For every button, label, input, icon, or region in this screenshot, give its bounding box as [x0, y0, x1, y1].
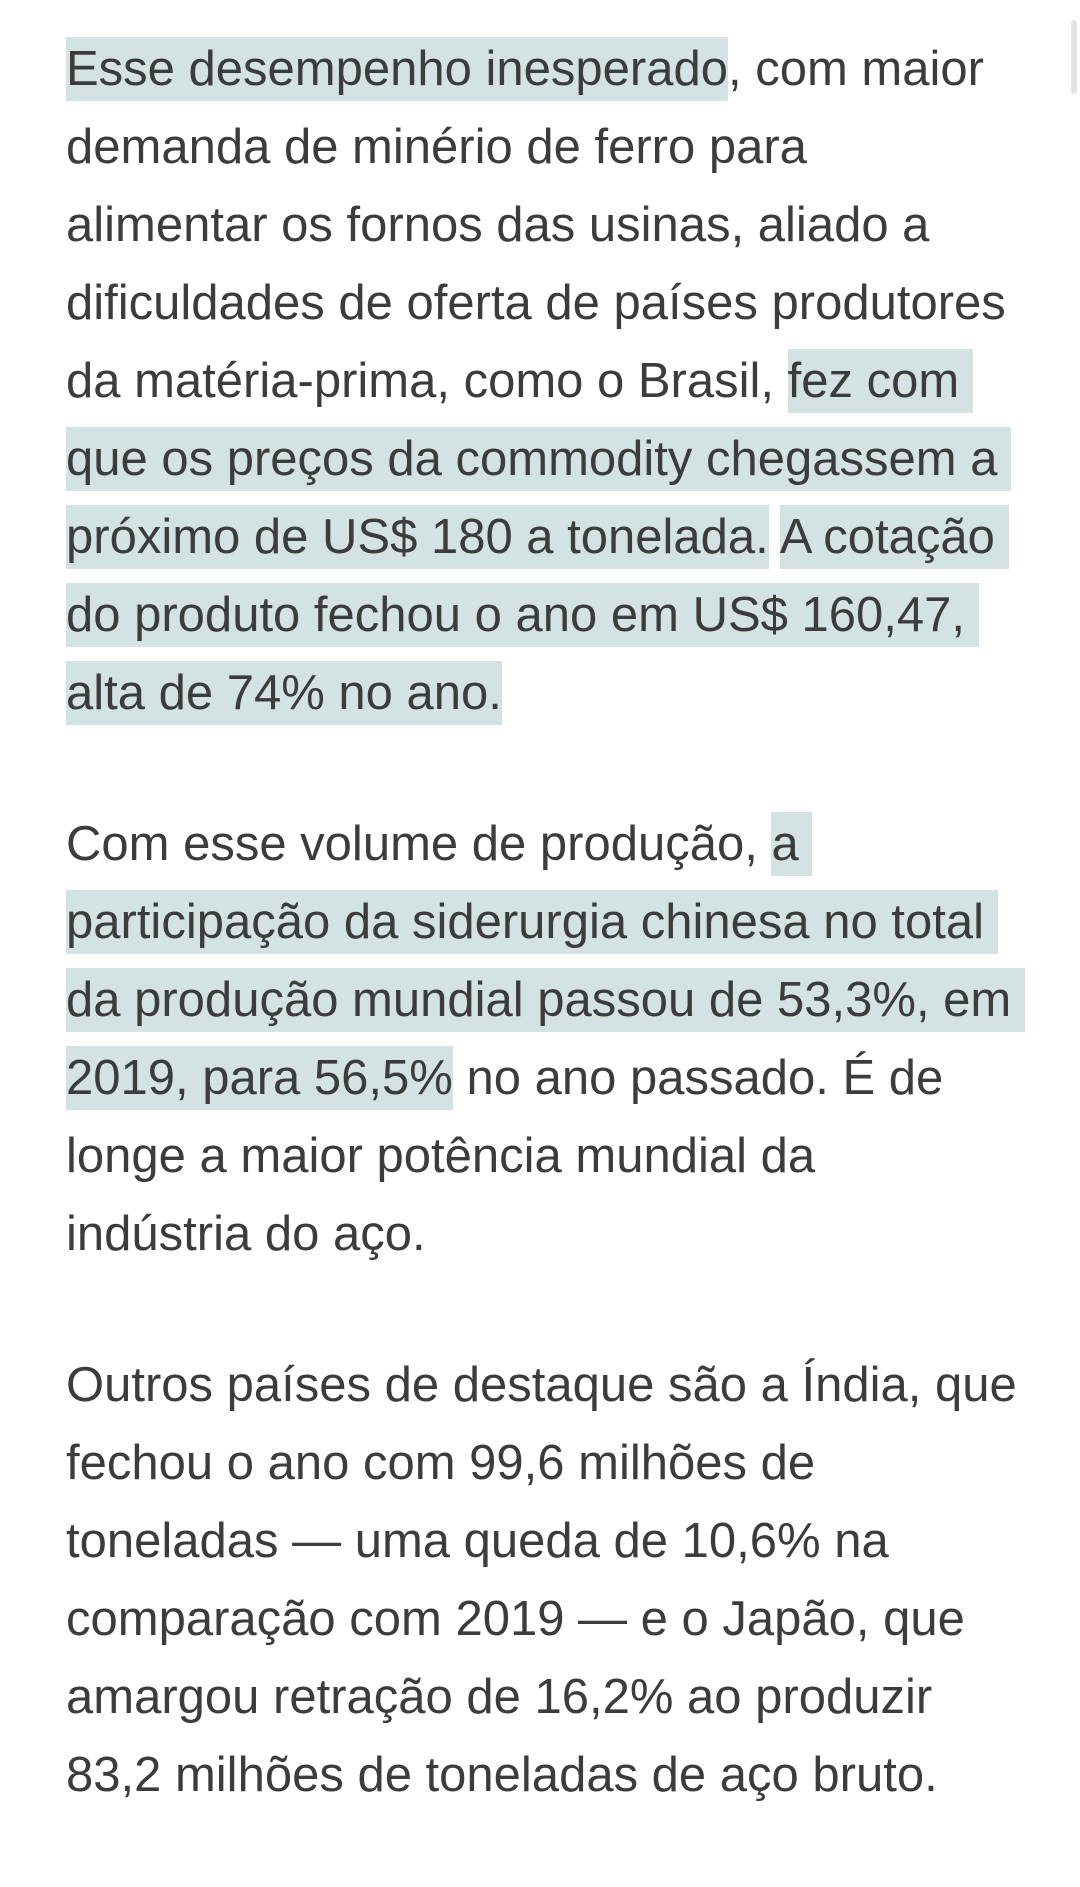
text-segment: no ano passado. É de	[452, 1051, 944, 1105]
text-segment	[769, 510, 780, 564]
text-segment: amargou retração de 16,2% ao produzir	[66, 1670, 933, 1724]
text-line: que os preços da commodity chegassem a	[66, 420, 1046, 498]
highlighted-text-segment: alta de 74% no ano.	[66, 661, 502, 725]
highlighted-text-segment: a	[771, 812, 813, 876]
text-line: dificuldades de oferta de países produto…	[66, 264, 1046, 342]
text-line: do produto fechou o ano em US$ 160,47,	[66, 576, 1046, 654]
text-line: 2019, para 56,5% no ano passado. É de	[66, 1039, 1046, 1117]
text-segment: longe a maior potência mundial da	[66, 1129, 816, 1183]
text-segment: fechou o ano com 99,6 milhões de	[66, 1436, 816, 1490]
highlighted-text-segment: Esse desempenho inesperado	[66, 37, 728, 101]
highlighted-text-segment: 2019, para 56,5%	[66, 1046, 453, 1110]
highlighted-text-segment: que os preços da commodity chegassem a	[66, 427, 1012, 491]
text-line: participação da siderurgia chinesa no to…	[66, 883, 1046, 961]
highlighted-text-segment: próximo de US$ 180 a tonelada.	[66, 505, 769, 569]
text-segment: 83,2 milhões de toneladas de aço bruto.	[66, 1748, 938, 1802]
paragraph-1: Esse desempenho inesperado, com maior dem…	[66, 30, 1046, 732]
text-line: fechou o ano com 99,6 milhões de	[66, 1424, 1046, 1502]
highlighted-text-segment: fez com	[787, 349, 973, 413]
text-segment: Outros países de destaque são a Índia, q…	[66, 1358, 1017, 1412]
text-segment: alimentar os fornos das usinas, aliado a	[66, 198, 930, 252]
text-line: próximo de US$ 180 a tonelada. A cotação	[66, 498, 1046, 576]
text-line: Com esse volume de produção, a	[66, 805, 1046, 883]
text-line: alta de 74% no ano.	[66, 654, 1046, 732]
highlighted-text-segment: da produção mundial passou de 53,3%, em	[66, 968, 1025, 1032]
text-line: da matéria-prima, como o Brasil, fez com	[66, 342, 1046, 420]
article-body: Esse desempenho inesperado, com maior dem…	[66, 30, 1046, 1887]
text-line: demanda de minério de ferro para	[66, 108, 1046, 186]
text-segment: dificuldades de oferta de países produto…	[66, 276, 1006, 330]
scrollbar-thumb[interactable]	[1071, 20, 1077, 94]
paragraph-2: Com esse volume de produção, a participa…	[66, 805, 1046, 1273]
text-segment: indústria do aço.	[66, 1207, 426, 1261]
text-line: Outros países de destaque são a Índia, q…	[66, 1346, 1046, 1424]
highlighted-text-segment: do produto fechou o ano em US$ 160,47,	[66, 583, 979, 647]
highlighted-text-segment: participação da siderurgia chinesa no to…	[66, 890, 998, 954]
text-line: longe a maior potência mundial da	[66, 1117, 1046, 1195]
text-line: comparação com 2019 — e o Japão, que	[66, 1580, 1046, 1658]
text-segment: toneladas — uma queda de 10,6% na	[66, 1514, 889, 1568]
text-line: indústria do aço.	[66, 1195, 1046, 1273]
text-line: 83,2 milhões de toneladas de aço bruto.	[66, 1736, 1046, 1814]
text-line: toneladas — uma queda de 10,6% na	[66, 1502, 1046, 1580]
text-line: alimentar os fornos das usinas, aliado a	[66, 186, 1046, 264]
highlighted-text-segment: A cotação	[779, 505, 1009, 569]
text-segment: Com esse volume de produção,	[66, 817, 772, 871]
text-line: da produção mundial passou de 53,3%, em	[66, 961, 1046, 1039]
text-segment: , com maior	[727, 42, 984, 96]
text-line: Esse desempenho inesperado, com maior	[66, 30, 1046, 108]
article-page: { "page": { "background": "#ffffff", "te…	[66, 20, 1077, 1802]
text-segment: da matéria-prima, como o Brasil,	[66, 354, 788, 408]
text-segment: demanda de minério de ferro para	[66, 120, 807, 174]
text-segment: comparação com 2019 — e o Japão, que	[66, 1592, 965, 1646]
paragraph-3: Outros países de destaque são a Índia, q…	[66, 1346, 1046, 1814]
text-line: amargou retração de 16,2% ao produzir	[66, 1658, 1046, 1736]
